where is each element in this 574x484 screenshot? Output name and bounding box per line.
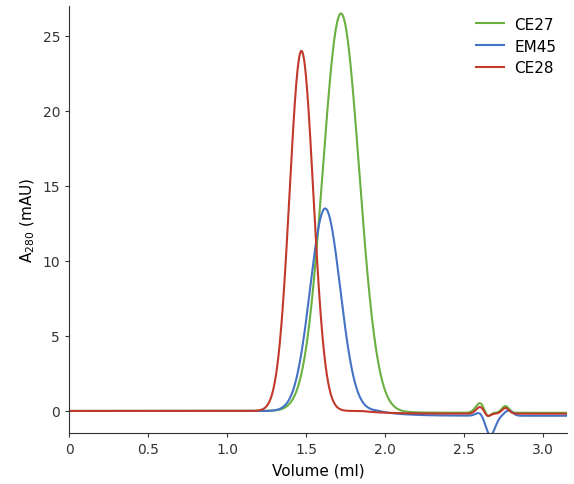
CE28 [298, 49, 305, 55]
EM45 [564, 413, 571, 419]
Y-axis label: A$_{280}$ (mAU): A$_{280}$ (mAU) [18, 178, 37, 263]
Legend: CE27, EM45, CE28: CE27, EM45, CE28 [470, 12, 563, 82]
CE28 [257, 408, 263, 413]
EM45 [554, 413, 561, 419]
EM45 [122, 408, 129, 414]
EM45 [152, 408, 159, 414]
CE27 [485, 413, 492, 419]
CE27 [65, 408, 72, 414]
EM45 [487, 432, 494, 438]
Line: CE27: CE27 [69, 15, 567, 416]
CE28 [152, 408, 159, 414]
CE27 [278, 406, 285, 412]
Line: CE28: CE28 [69, 52, 567, 416]
CE27 [152, 408, 159, 414]
EM45 [65, 408, 72, 414]
CE27 [257, 408, 263, 414]
CE28 [564, 411, 571, 417]
CE28 [278, 320, 285, 326]
CE28 [485, 413, 492, 419]
EM45 [257, 408, 263, 414]
CE28 [65, 408, 72, 414]
CE28 [501, 406, 507, 411]
CE28 [554, 411, 561, 417]
CE27 [122, 408, 129, 414]
Line: EM45: EM45 [69, 209, 567, 435]
EM45 [321, 206, 328, 212]
CE27 [554, 410, 561, 416]
EM45 [501, 410, 507, 416]
CE28 [122, 408, 129, 414]
EM45 [278, 405, 285, 411]
CE27 [338, 12, 344, 17]
X-axis label: Volume (ml): Volume (ml) [272, 462, 364, 477]
CE27 [564, 410, 571, 416]
CE27 [501, 404, 507, 409]
